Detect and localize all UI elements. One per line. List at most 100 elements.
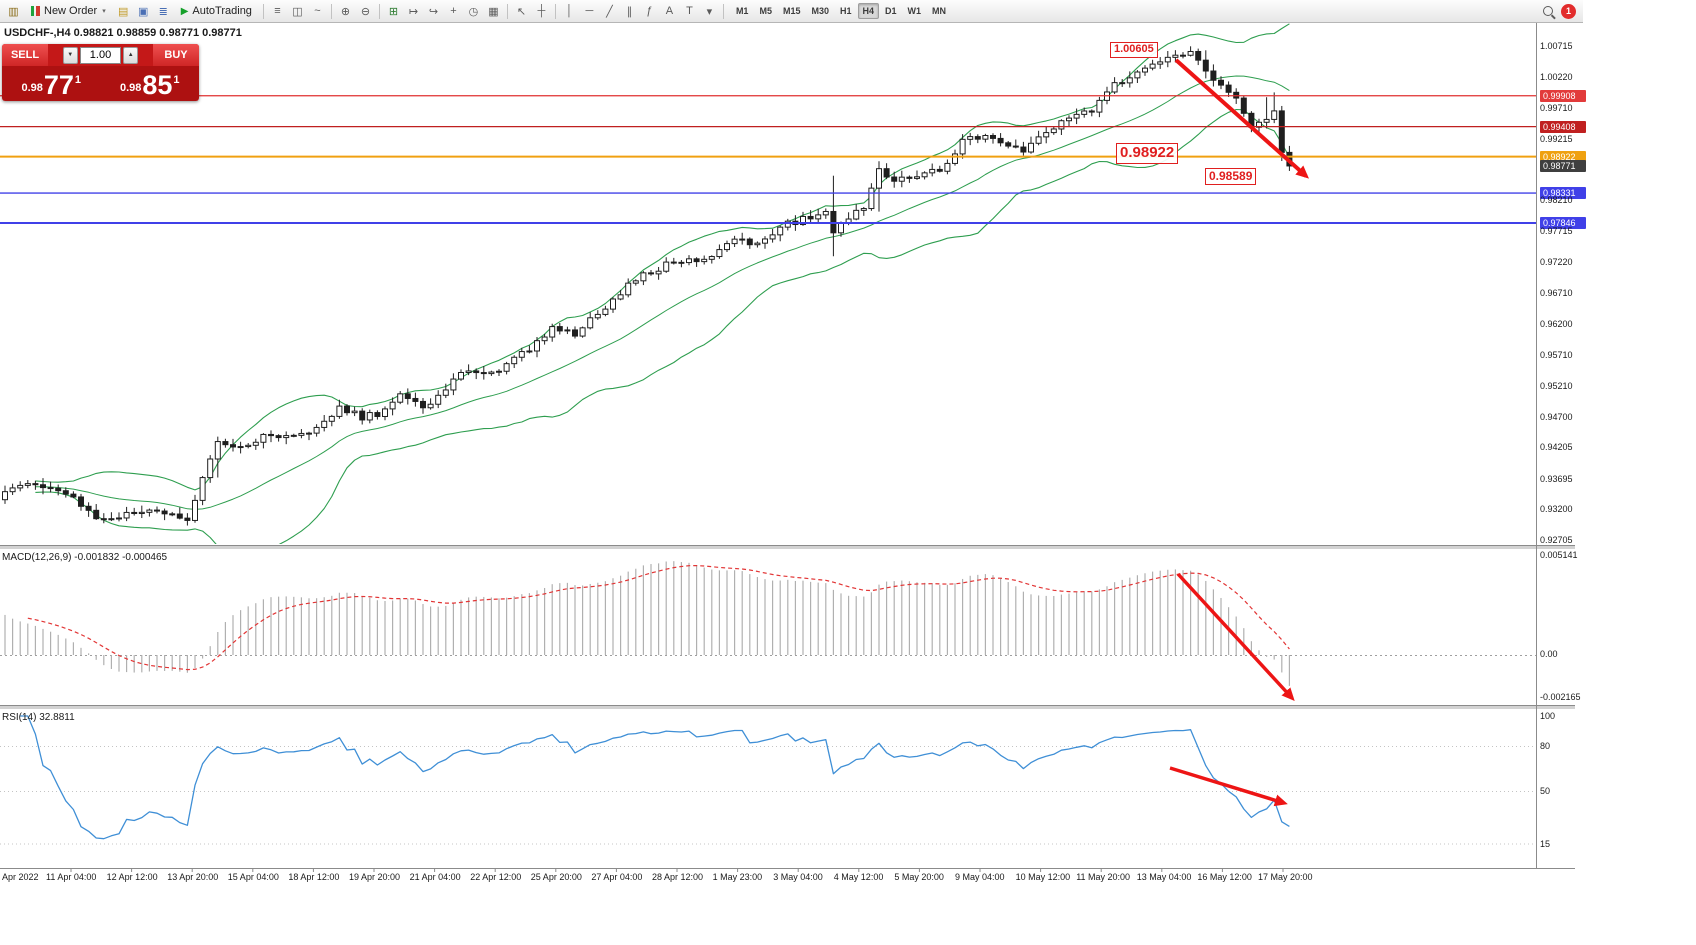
timeframe-h4[interactable]: H4 [857, 3, 880, 19]
timeframe-bar: M1 M5 M15 M30 H1 H4 D1 W1 MN [731, 3, 951, 19]
cycle-chart-icon[interactable]: ◷ [468, 5, 479, 18]
price-axis-label: 0.99908 [1540, 89, 1586, 102]
time-axis-label: 3 May 04:00 [773, 872, 823, 882]
time-axis-label: 10 May 12:00 [1015, 872, 1071, 882]
price-axis-label: 0.99215 [1540, 133, 1573, 144]
main-toolbar: ▥ New Order ▾ ▤ ▣ ≣ ▶ AutoTrading ≡ ◫ ~ ⊕ ⊖ ⊞… [0, 0, 1583, 23]
macd-indicator-label: MACD(12,26,9) -0.001832 -0.000465 [2, 552, 168, 563]
volume-decrease-button[interactable]: ▼ [62, 46, 78, 64]
time-axis-label: 15 Apr 04:00 [227, 872, 279, 882]
time-axis-label: 11 May 20:00 [1076, 872, 1131, 882]
templates-icon[interactable]: ▦ [488, 5, 499, 18]
chart-shift-icon[interactable]: ↪ [428, 5, 439, 18]
timeframe-m30[interactable]: M30 [811, 6, 829, 16]
scripts-icon[interactable]: ≣ [158, 5, 168, 18]
buy-button[interactable]: BUY [153, 44, 199, 66]
timeframe-m15[interactable]: M15 [782, 6, 801, 16]
line-chart-icon[interactable]: ~ [314, 5, 321, 17]
timeframe-w1[interactable]: W1 [907, 6, 922, 16]
autotrading-button[interactable]: ▶ AutoTrading [174, 2, 259, 20]
fibonacci-icon[interactable]: ƒ [646, 5, 653, 17]
rsi-indicator-label: RSI(14) 32.8811 [2, 712, 75, 723]
vertical-line-icon[interactable]: │ [566, 5, 573, 17]
candlestick-chart-icon[interactable]: ◫ [292, 5, 303, 18]
timeframe-d1[interactable]: D1 [885, 6, 897, 16]
chart-title: USDCHF-,H4 0.98821 0.98859 0.98771 0.987… [4, 27, 242, 39]
one-click-trading-panel: SELL ▼ 1.00 ▲ BUY 0.98 77 1 0.98 85 1 [2, 44, 199, 101]
time-axis-label: 17 May 20:00 [1258, 872, 1313, 882]
price-axis-label: 0.99408 [1540, 120, 1586, 133]
price-axis-label: 0.94205 [1540, 442, 1573, 453]
search-icon[interactable] [1538, 2, 1557, 20]
channel-icon[interactable]: ∥ [626, 5, 633, 18]
notification-badge[interactable]: 1 [1561, 3, 1576, 19]
time-axis-label: Apr 2022 [2, 872, 39, 882]
price-annotation: 1.00605 [1110, 42, 1158, 58]
market-icon[interactable]: ▣ [138, 5, 149, 18]
toolbar-separator [330, 3, 332, 19]
new-order-label: New Order [44, 5, 98, 17]
arrows-tool-icon[interactable]: ▾ [706, 5, 713, 18]
price-axis-label: 0.96710 [1540, 288, 1573, 298]
time-axis-label: 9 May 04:00 [955, 872, 1005, 882]
text-label-icon[interactable]: T [686, 5, 693, 17]
ask-price[interactable]: 0.98 85 1 [101, 66, 200, 101]
bar-chart-icon[interactable]: ≡ [274, 5, 281, 17]
price-axis-label: 0.95210 [1540, 380, 1573, 391]
bid-price[interactable]: 0.98 77 1 [2, 66, 101, 101]
autotrading-label: AutoTrading [192, 5, 252, 17]
price-axis-label: 1.00220 [1540, 71, 1573, 82]
chart-window-icon[interactable]: ▥ [8, 5, 19, 18]
time-axis-label: 13 Apr 20:00 [167, 872, 219, 882]
auto-scroll-icon[interactable]: ↦ [408, 5, 419, 18]
time-axis-label: 21 Apr 04:00 [409, 872, 461, 882]
time-axis-label: 13 May 04:00 [1136, 872, 1192, 882]
new-order-icon [31, 6, 40, 16]
time-axis-label: 25 Apr 20:00 [530, 872, 582, 882]
timeframe-mn[interactable]: MN [932, 6, 947, 16]
time-axis-label: 4 May 12:00 [833, 872, 884, 882]
rsi-scale-label: 50 [1540, 786, 1551, 796]
expert-advisors-icon[interactable]: ▤ [118, 5, 129, 18]
new-order-button[interactable]: New Order ▾ [24, 2, 113, 20]
price-annotation: 0.98922 [1116, 143, 1179, 164]
play-icon: ▶ [180, 5, 189, 17]
time-axis-label: 1 May 23:00 [712, 872, 763, 882]
price-axis-label: 0.97846 [1540, 216, 1586, 229]
rsi-scale-label: 100 [1540, 711, 1556, 721]
bid-price-sup: 1 [74, 74, 82, 86]
timeframe-h1[interactable]: H1 [840, 6, 852, 16]
macd-scale-zero: 0.00 [1540, 649, 1558, 659]
zoom-out-icon[interactable]: ⊖ [360, 5, 371, 18]
sell-button[interactable]: SELL [2, 44, 48, 66]
text-icon[interactable]: A [665, 5, 674, 17]
volume-increase-button[interactable]: ▲ [123, 46, 139, 64]
price-axis-label: 0.98331 [1540, 187, 1586, 200]
ask-price-big: 85 [142, 70, 173, 100]
crosshair-icon[interactable]: ┼ [537, 5, 546, 17]
timeframe-m1[interactable]: M1 [735, 6, 749, 16]
horizontal-line-icon[interactable]: ─ [585, 5, 594, 17]
price-annotation: 0.98589 [1205, 168, 1257, 185]
price-axis-label: 0.98922 [1540, 150, 1586, 163]
rsi-scale-label: 15 [1540, 838, 1551, 849]
macd-scale-min: -0.002165 [1540, 692, 1581, 702]
tile-windows-icon[interactable]: ⊞ [388, 5, 399, 18]
time-axis-label: 16 May 12:00 [1197, 872, 1252, 882]
price-axis-label: 0.96200 [1540, 319, 1573, 330]
trendline-icon[interactable]: ╱ [606, 5, 613, 18]
time-axis-label: 28 Apr 12:00 [652, 872, 704, 882]
volume-input[interactable]: 1.00 [79, 46, 122, 64]
cursor-icon[interactable]: ↖ [516, 5, 527, 18]
price-axis-label: 0.94700 [1540, 411, 1573, 422]
time-axis-label: 19 Apr 20:00 [349, 872, 401, 882]
new-chart-icon[interactable]: + [450, 5, 457, 17]
toolbar-separator [722, 3, 724, 19]
zoom-in-icon[interactable]: ⊕ [340, 5, 351, 18]
toolbar-separator [378, 3, 380, 19]
toolbar-separator [506, 3, 508, 19]
timeframe-m5[interactable]: M5 [759, 6, 772, 16]
toolbar-separator [262, 3, 264, 19]
